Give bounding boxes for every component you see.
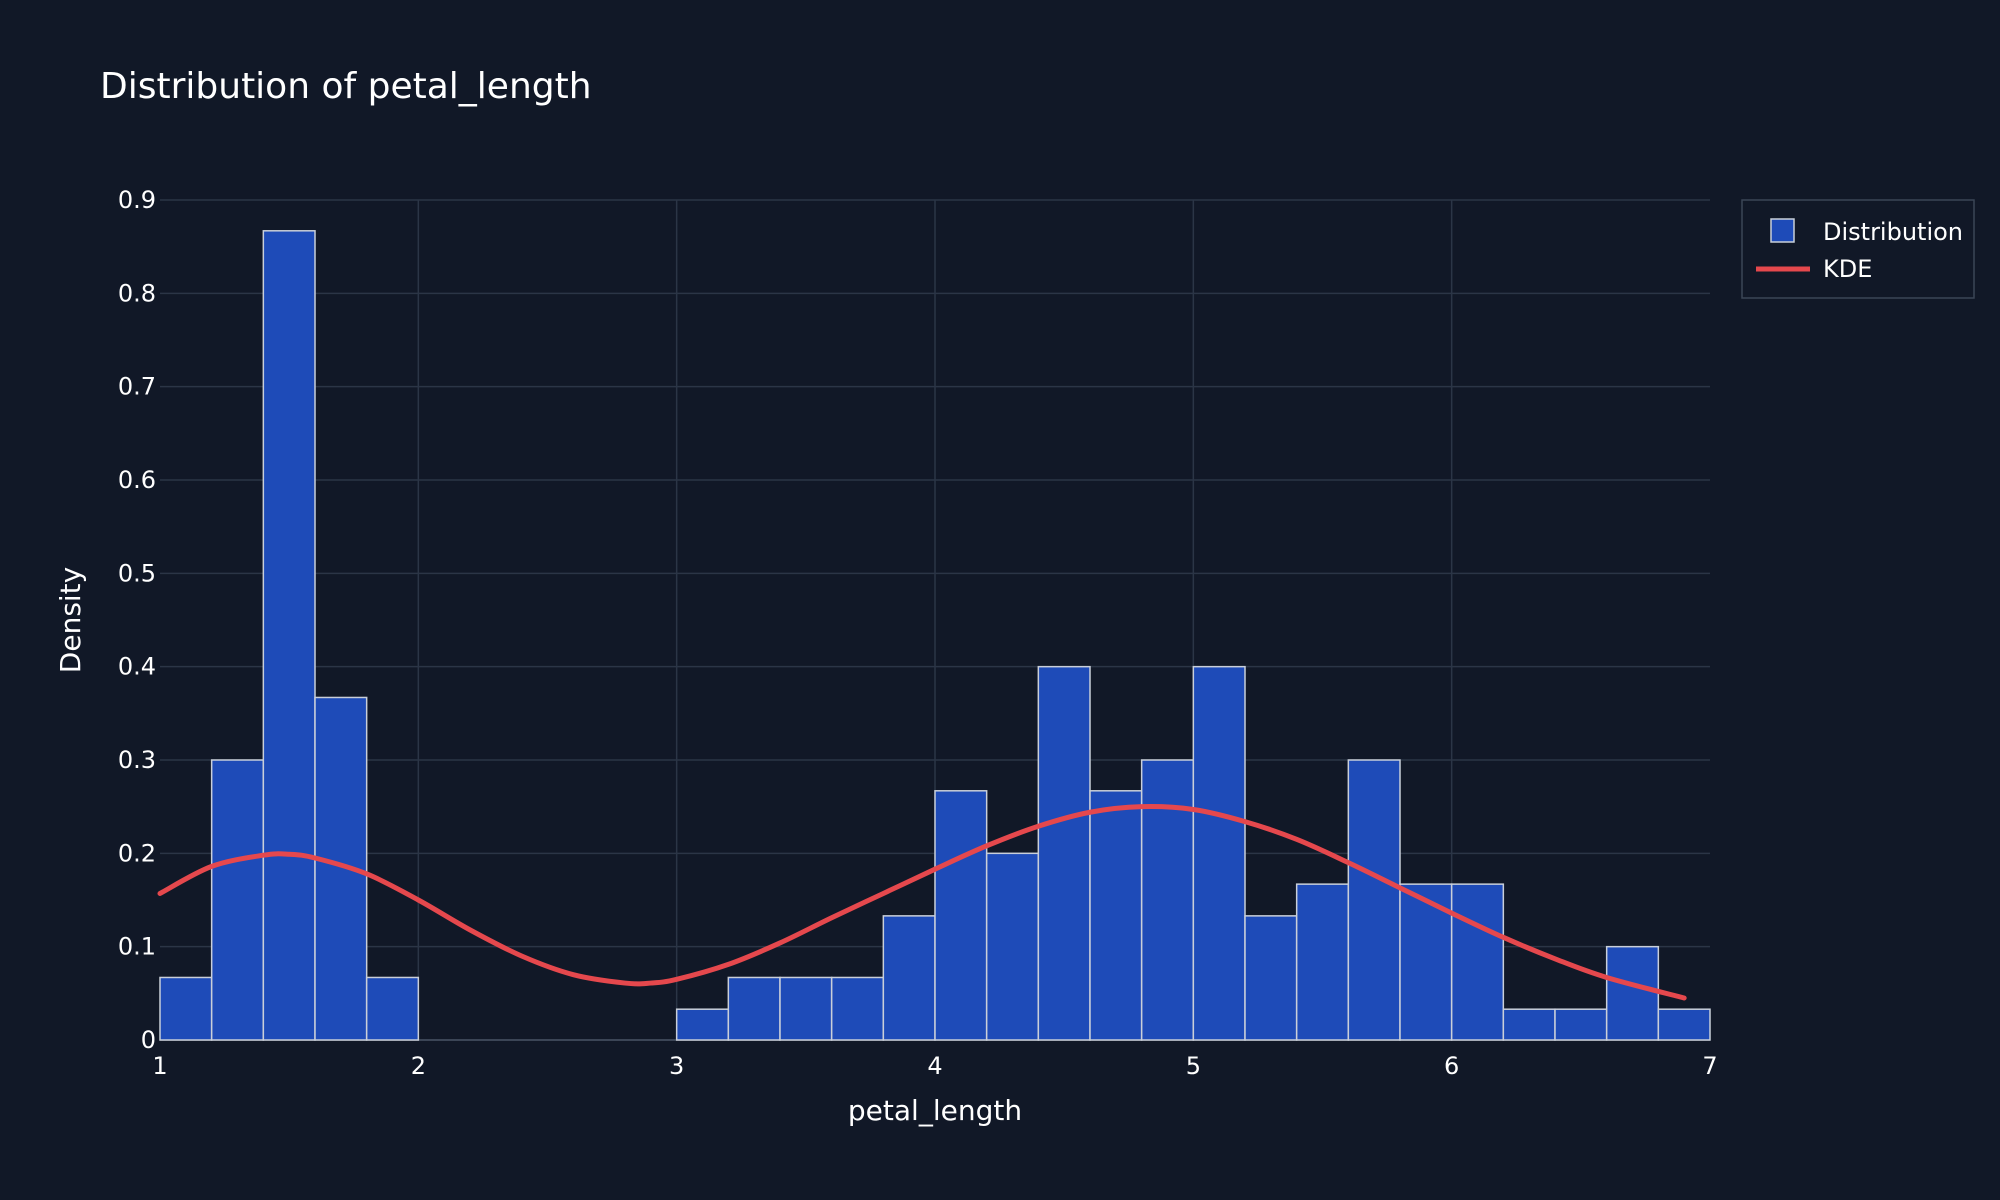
histogram-bar[interactable] — [1502, 1008, 1556, 1041]
histogram-bar[interactable] — [1605, 945, 1660, 1041]
y-tick-label: 0.8 — [118, 279, 156, 307]
histogram-bar[interactable] — [1089, 790, 1143, 1041]
histogram-bar[interactable] — [159, 976, 213, 1041]
histogram-bar[interactable] — [1140, 759, 1195, 1041]
histogram-bar[interactable] — [934, 790, 988, 1041]
y-tick-label: 0.2 — [118, 839, 156, 867]
kde-layer — [157, 804, 1687, 1001]
histogram-bar[interactable] — [1192, 665, 1246, 1041]
x-tick-label: 3 — [669, 1052, 684, 1080]
histogram-bar[interactable] — [1347, 759, 1401, 1041]
histogram-bar[interactable] — [727, 976, 781, 1041]
y-tick-label: 0.5 — [118, 559, 156, 587]
x-tick-label: 7 — [1702, 1052, 1717, 1080]
x-tick-label: 6 — [1444, 1052, 1459, 1080]
histogram-bar[interactable] — [262, 230, 316, 1041]
y-tick-label: 0.1 — [118, 933, 156, 961]
legend-swatch-distribution — [1770, 218, 1795, 243]
legend-box — [1741, 199, 1975, 299]
histogram-bar[interactable] — [365, 976, 420, 1041]
chart-title: Distribution of petal_length — [100, 66, 592, 107]
histogram-bar[interactable] — [210, 759, 265, 1041]
kde-line[interactable] — [157, 804, 1687, 1001]
y-tick-label: 0.3 — [118, 746, 156, 774]
y-tick-label: 0.4 — [118, 653, 156, 681]
histogram-bar[interactable] — [1657, 1008, 1711, 1041]
y-axis-ticks: 0 0.1 0.2 0.3 0.4 0.5 0.6 0.7 0.8 0.9 — [118, 186, 156, 1054]
x-tick-label: 5 — [1186, 1052, 1201, 1080]
legend-label-distribution: Distribution — [1823, 218, 1963, 246]
x-tick-label: 4 — [927, 1052, 942, 1080]
legend-item-kde[interactable]: KDE — [1756, 255, 1872, 283]
histogram-bar[interactable] — [1554, 1008, 1608, 1041]
x-tick-label: 1 — [152, 1052, 167, 1080]
histogram-bar[interactable] — [985, 852, 1040, 1041]
y-tick-label: 0.7 — [118, 373, 156, 401]
histogram-bar[interactable] — [830, 976, 885, 1041]
y-tick-label: 0.9 — [118, 186, 156, 214]
histogram-bar[interactable] — [1244, 915, 1298, 1041]
histogram-bar[interactable] — [675, 1008, 730, 1041]
histogram-bar[interactable] — [1037, 665, 1091, 1041]
histogram-bar[interactable] — [1450, 883, 1505, 1041]
x-tick-label: 2 — [411, 1052, 426, 1080]
histogram-bar[interactable] — [779, 976, 833, 1041]
histogram-bar[interactable] — [1295, 883, 1350, 1041]
y-axis-title: Density — [54, 567, 87, 673]
histogram-bar[interactable] — [882, 915, 936, 1041]
legend[interactable]: Distribution KDE — [1741, 199, 1975, 299]
y-tick-label: 0 — [141, 1026, 156, 1054]
x-axis-title: petal_length — [848, 1094, 1022, 1127]
x-axis-ticks: 1 2 3 4 5 6 7 — [152, 1052, 1717, 1080]
legend-item-distribution[interactable]: Distribution — [1770, 218, 1963, 246]
y-tick-label: 0.6 — [118, 466, 156, 494]
legend-label-kde: KDE — [1823, 255, 1872, 283]
